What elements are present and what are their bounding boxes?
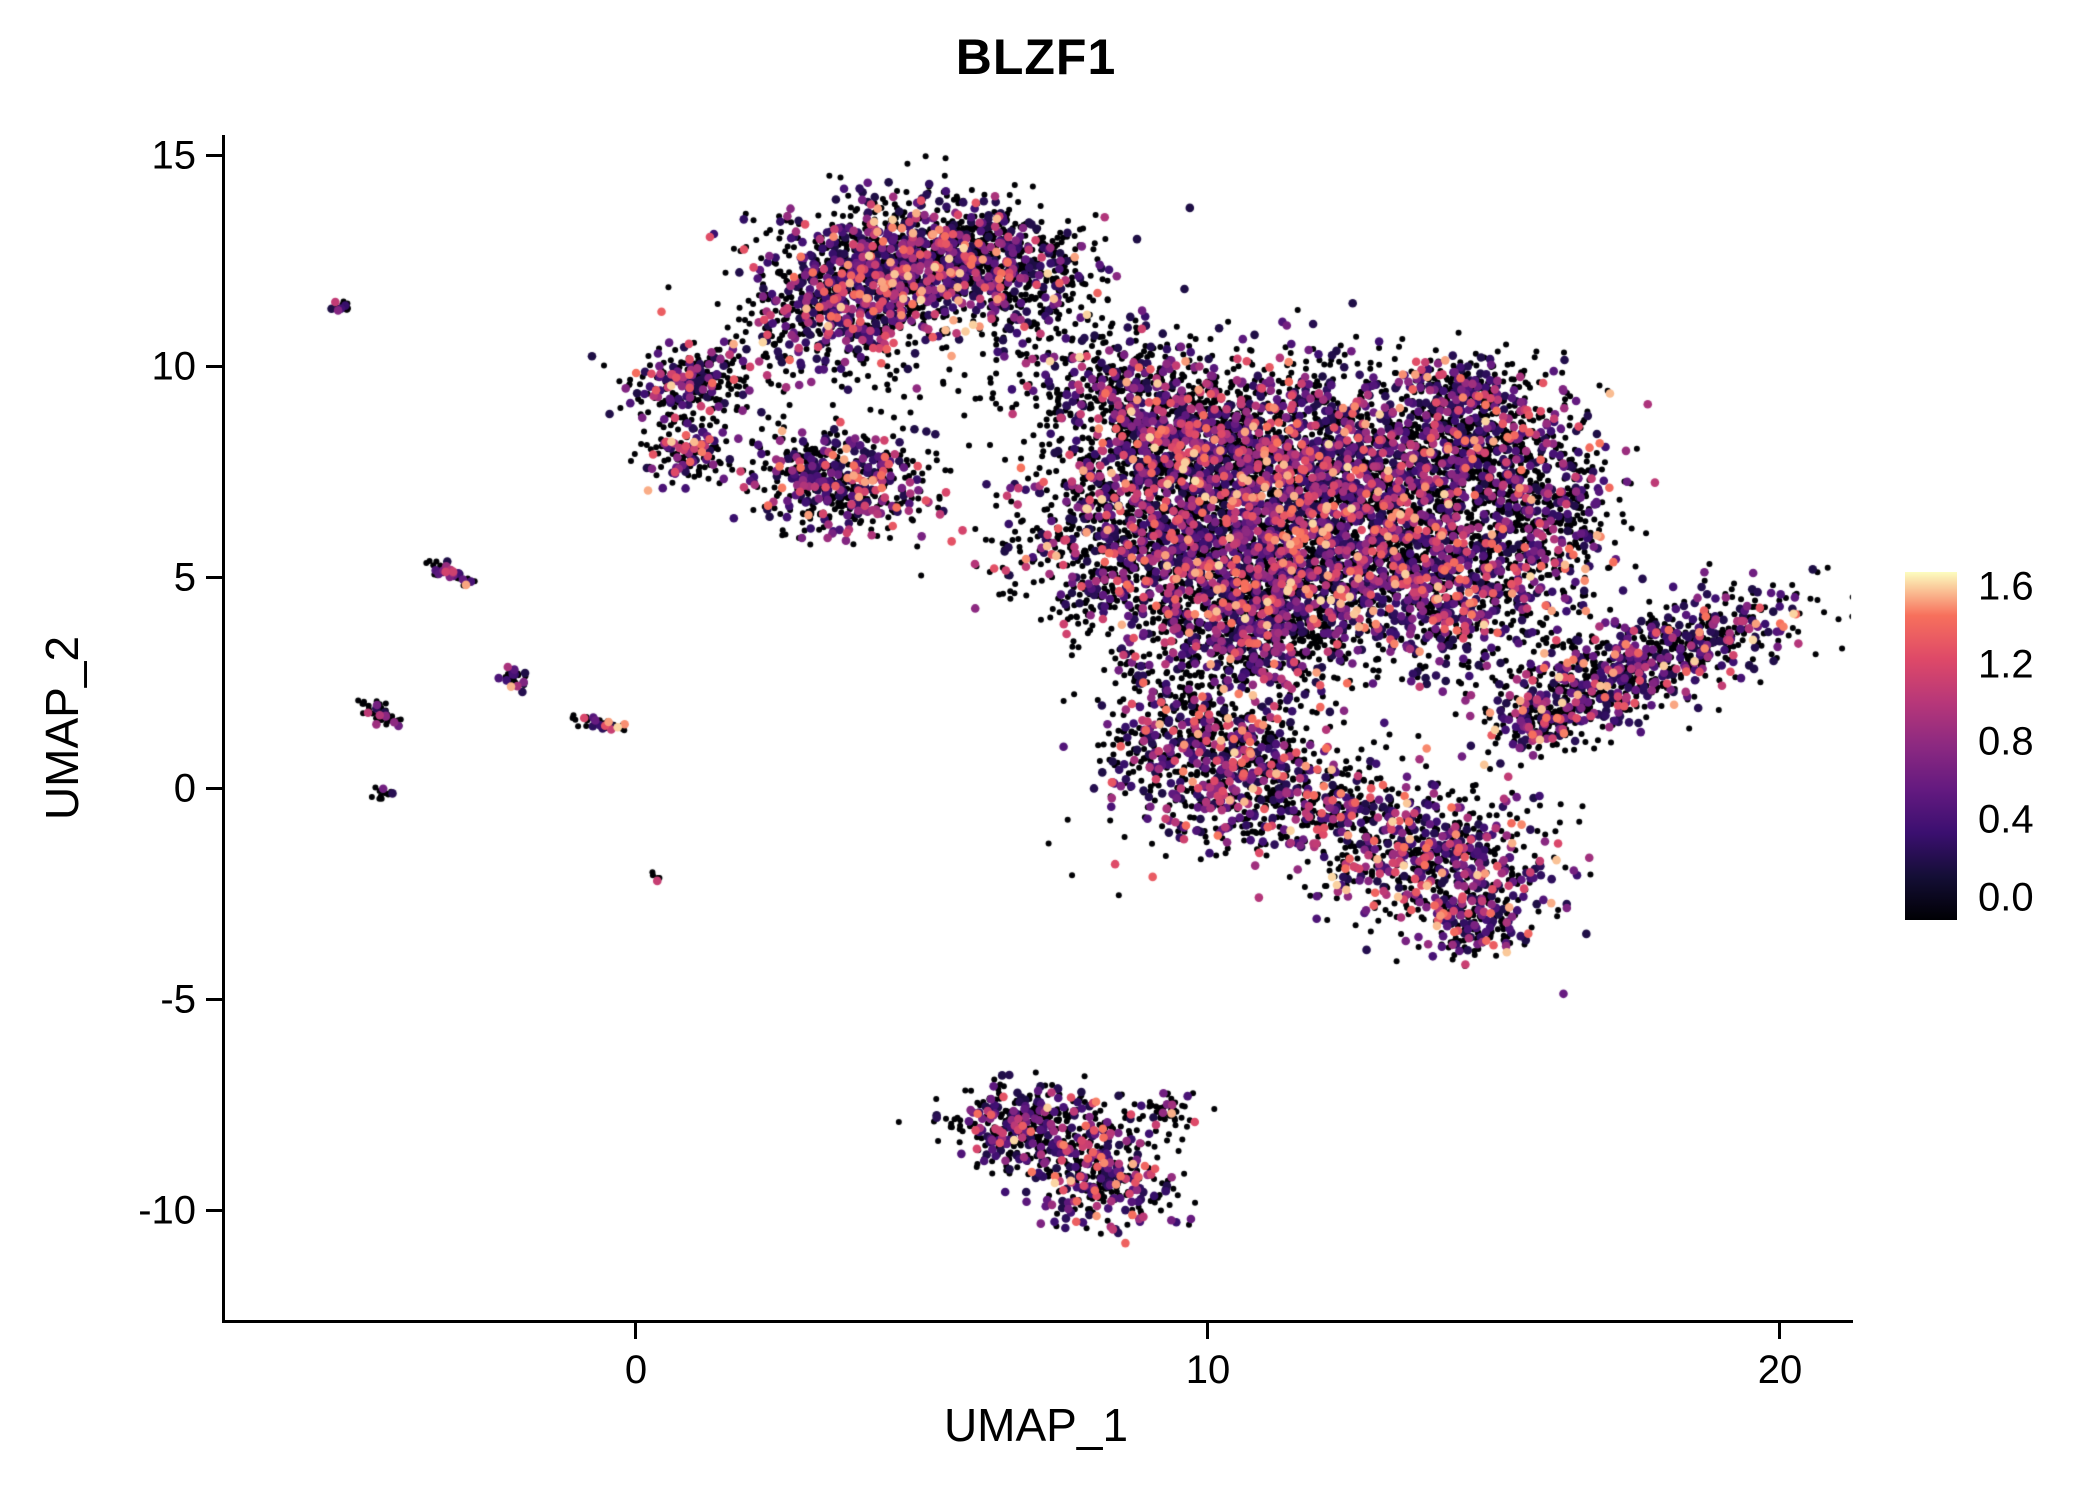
- colorbar-tick-label: 0.4: [1978, 797, 2034, 842]
- plot-title: BLZF1: [955, 29, 1117, 85]
- y-tick-label: 0: [173, 766, 196, 811]
- y-tick-mark: [206, 998, 222, 1001]
- x-tick-mark: [1206, 1323, 1209, 1339]
- colorbar-tick-label: 1.6: [1978, 564, 2034, 609]
- y-tick-label: 15: [151, 133, 197, 178]
- colorbar-tick-label: 0.8: [1978, 719, 2034, 764]
- x-axis-title: UMAP_1: [943, 1399, 1129, 1451]
- y-axis-line: [222, 135, 225, 1323]
- x-axis-line: [222, 1320, 1853, 1323]
- y-tick-label: 5: [173, 555, 196, 600]
- x-tick-label: 0: [624, 1348, 648, 1392]
- colorbar-tick-label: 0.0: [1978, 875, 2034, 920]
- y-tick-mark: [206, 365, 222, 368]
- y-tick-label: 10: [151, 344, 197, 389]
- y-axis-title: UMAP_2: [36, 635, 88, 821]
- x-tick-mark: [634, 1323, 637, 1339]
- x-tick-label: 20: [1757, 1348, 1803, 1392]
- y-tick-label: -5: [160, 977, 196, 1022]
- x-tick-mark: [1778, 1323, 1781, 1339]
- y-tick-mark: [206, 576, 222, 579]
- y-tick-mark: [206, 787, 222, 790]
- colorbar-gradient: [1905, 572, 1957, 920]
- colorbar-tick-label: 1.2: [1978, 642, 2034, 687]
- x-tick-label: 10: [1185, 1348, 1231, 1392]
- y-tick-mark: [206, 154, 222, 157]
- y-tick-label: -10: [138, 1188, 196, 1233]
- y-tick-mark: [206, 1209, 222, 1212]
